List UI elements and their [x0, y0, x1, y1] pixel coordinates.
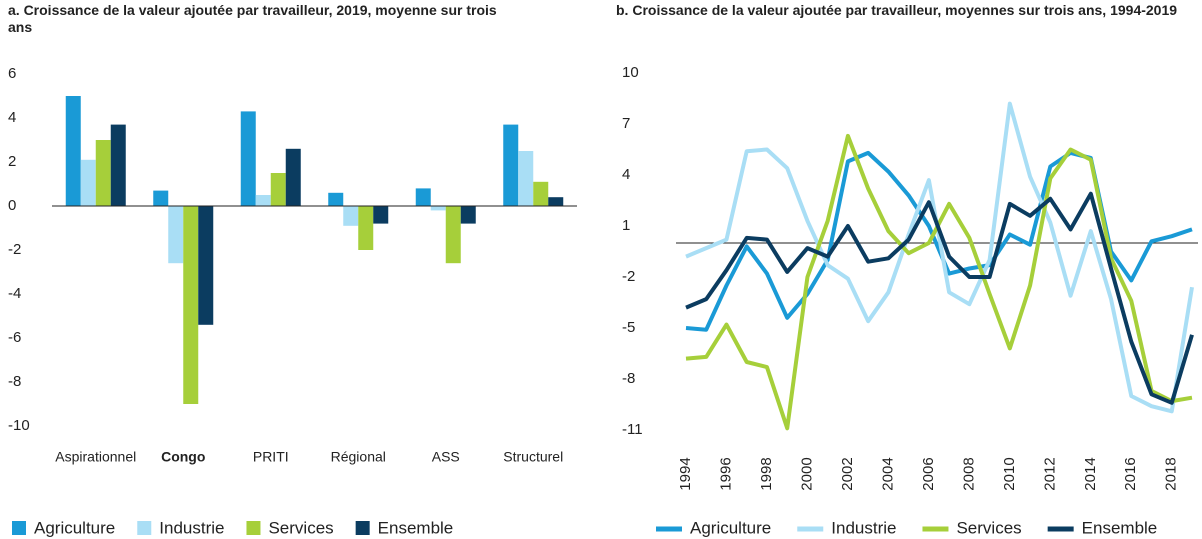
legend-swatch	[137, 521, 152, 535]
x-tick-label: 2004	[879, 457, 896, 490]
x-tick-label: Congo	[161, 449, 205, 465]
bar	[240, 111, 256, 206]
y-tick-label: -6	[8, 329, 21, 346]
bar	[430, 206, 446, 211]
y-tick-label: 2	[8, 153, 16, 170]
y-tick-label: 6	[8, 65, 16, 82]
x-tick-label: 2002	[839, 457, 856, 490]
bar	[445, 206, 461, 264]
bar	[285, 148, 301, 206]
legend-label: Agriculture	[34, 518, 115, 537]
line	[685, 133, 1193, 431]
legend-label: Ensemble	[378, 518, 454, 537]
bar	[343, 206, 359, 226]
x-tick-label: 1998	[758, 457, 775, 490]
chart-title: b. Croissance de la valeur ajoutée par t…	[616, 2, 1178, 18]
bar	[518, 151, 534, 206]
y-tick-label: -8	[622, 370, 635, 387]
legend-label: Services	[268, 518, 333, 537]
line	[685, 101, 1194, 414]
bar	[415, 188, 431, 206]
y-tick-label: 4	[8, 109, 16, 126]
bar	[270, 173, 286, 206]
y-tick-label: 10	[622, 64, 639, 81]
bar	[95, 140, 111, 206]
x-tick-label: 2016	[1122, 457, 1139, 490]
bar	[373, 206, 389, 224]
bar	[110, 124, 126, 206]
legend-swatch	[246, 521, 261, 535]
bar	[548, 197, 564, 206]
line	[685, 191, 1194, 405]
x-tick-label: Régional	[331, 449, 386, 465]
legend-label: Industrie	[831, 518, 896, 537]
x-tick-label: 2006	[920, 457, 937, 490]
y-tick-label: -2	[622, 268, 635, 285]
chart-title: a. Croissance de la valeur ajoutée par t…	[8, 2, 497, 35]
x-tick-label: 2010	[1001, 457, 1018, 490]
legend-swatch	[355, 521, 370, 535]
bar	[168, 206, 184, 264]
y-tick-label: 7	[622, 115, 630, 132]
legend-label: Agriculture	[690, 518, 771, 537]
x-tick-label: Structurel	[503, 449, 563, 465]
x-tick-label: PRITI	[253, 449, 289, 465]
bar	[153, 190, 169, 206]
legend-swatch	[12, 521, 26, 535]
x-tick-label: 2014	[1082, 457, 1099, 490]
x-tick-label: 1996	[717, 457, 734, 490]
y-tick-label: -10	[8, 417, 30, 434]
x-tick-label: 2000	[798, 457, 815, 490]
y-tick-label: 0	[8, 197, 16, 214]
x-tick-label: ASS	[432, 449, 460, 465]
y-tick-label: -8	[8, 373, 21, 390]
bar	[328, 192, 344, 206]
bar	[358, 206, 374, 250]
x-tick-label: 2008	[960, 457, 977, 490]
legend-label: Services	[956, 518, 1021, 537]
x-tick-label: Aspirationnel	[55, 449, 136, 465]
x-tick-label: 1994	[677, 457, 694, 490]
bar	[255, 195, 271, 206]
y-tick-label: -4	[8, 285, 21, 302]
y-tick-label: -5	[622, 319, 635, 336]
y-tick-label: -2	[8, 241, 21, 258]
bar	[533, 181, 549, 206]
bar	[183, 206, 199, 404]
bar	[80, 159, 96, 206]
y-tick-label: -11	[622, 421, 643, 438]
legend-label: Industrie	[159, 518, 224, 537]
y-tick-label: 1	[622, 217, 630, 234]
x-tick-label: 2012	[1041, 457, 1058, 490]
bar	[198, 206, 214, 325]
legend-label: Ensemble	[1082, 518, 1158, 537]
bar	[65, 96, 81, 206]
y-tick-label: 4	[622, 166, 630, 183]
bar	[460, 206, 476, 224]
bar	[503, 124, 519, 206]
x-tick-label: 2018	[1163, 457, 1180, 490]
